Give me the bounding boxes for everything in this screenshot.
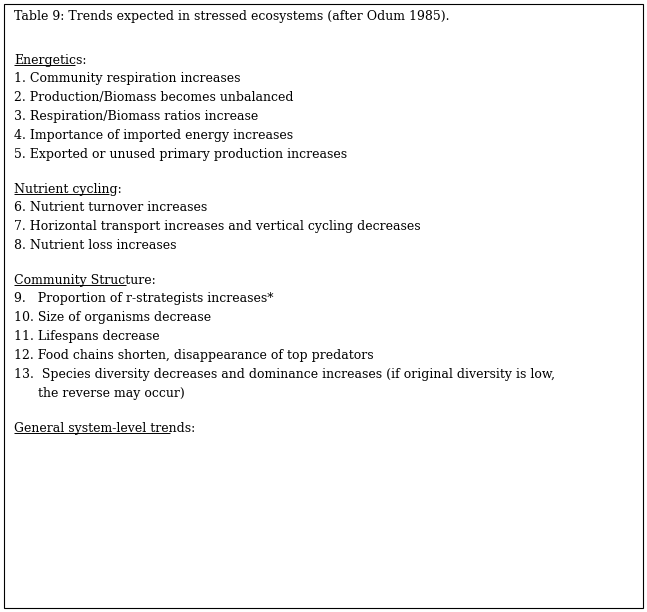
Text: Energetics:: Energetics: [14, 54, 87, 67]
Text: Nutrient cycling:: Nutrient cycling: [14, 183, 122, 196]
Text: Community Structure:: Community Structure: [14, 274, 156, 287]
Text: 9.   Proportion of r-strategists increases*: 9. Proportion of r-strategists increases… [14, 292, 274, 305]
Text: the reverse may occur): the reverse may occur) [14, 387, 185, 400]
Text: General system-level trends:: General system-level trends: [14, 422, 195, 435]
Text: Table 9: Trends expected in stressed ecosystems (after Odum 1985).: Table 9: Trends expected in stressed eco… [14, 10, 450, 23]
Text: 8. Nutrient loss increases: 8. Nutrient loss increases [14, 239, 177, 252]
Text: 1. Community respiration increases: 1. Community respiration increases [14, 72, 241, 85]
Text: 11. Lifespans decrease: 11. Lifespans decrease [14, 330, 160, 343]
Text: 4. Importance of imported energy increases: 4. Importance of imported energy increas… [14, 129, 293, 142]
Text: 3. Respiration/Biomass ratios increase: 3. Respiration/Biomass ratios increase [14, 110, 258, 123]
Text: 7. Horizontal transport increases and vertical cycling decreases: 7. Horizontal transport increases and ve… [14, 220, 421, 233]
Text: 2. Production/Biomass becomes unbalanced: 2. Production/Biomass becomes unbalanced [14, 91, 294, 104]
Text: 10. Size of organisms decrease: 10. Size of organisms decrease [14, 311, 211, 324]
Text: 13.  Species diversity decreases and dominance increases (if original diversity : 13. Species diversity decreases and domi… [14, 368, 555, 381]
Text: 5. Exported or unused primary production increases: 5. Exported or unused primary production… [14, 148, 347, 161]
Text: 6. Nutrient turnover increases: 6. Nutrient turnover increases [14, 201, 207, 214]
Text: 12. Food chains shorten, disappearance of top predators: 12. Food chains shorten, disappearance o… [14, 349, 373, 362]
